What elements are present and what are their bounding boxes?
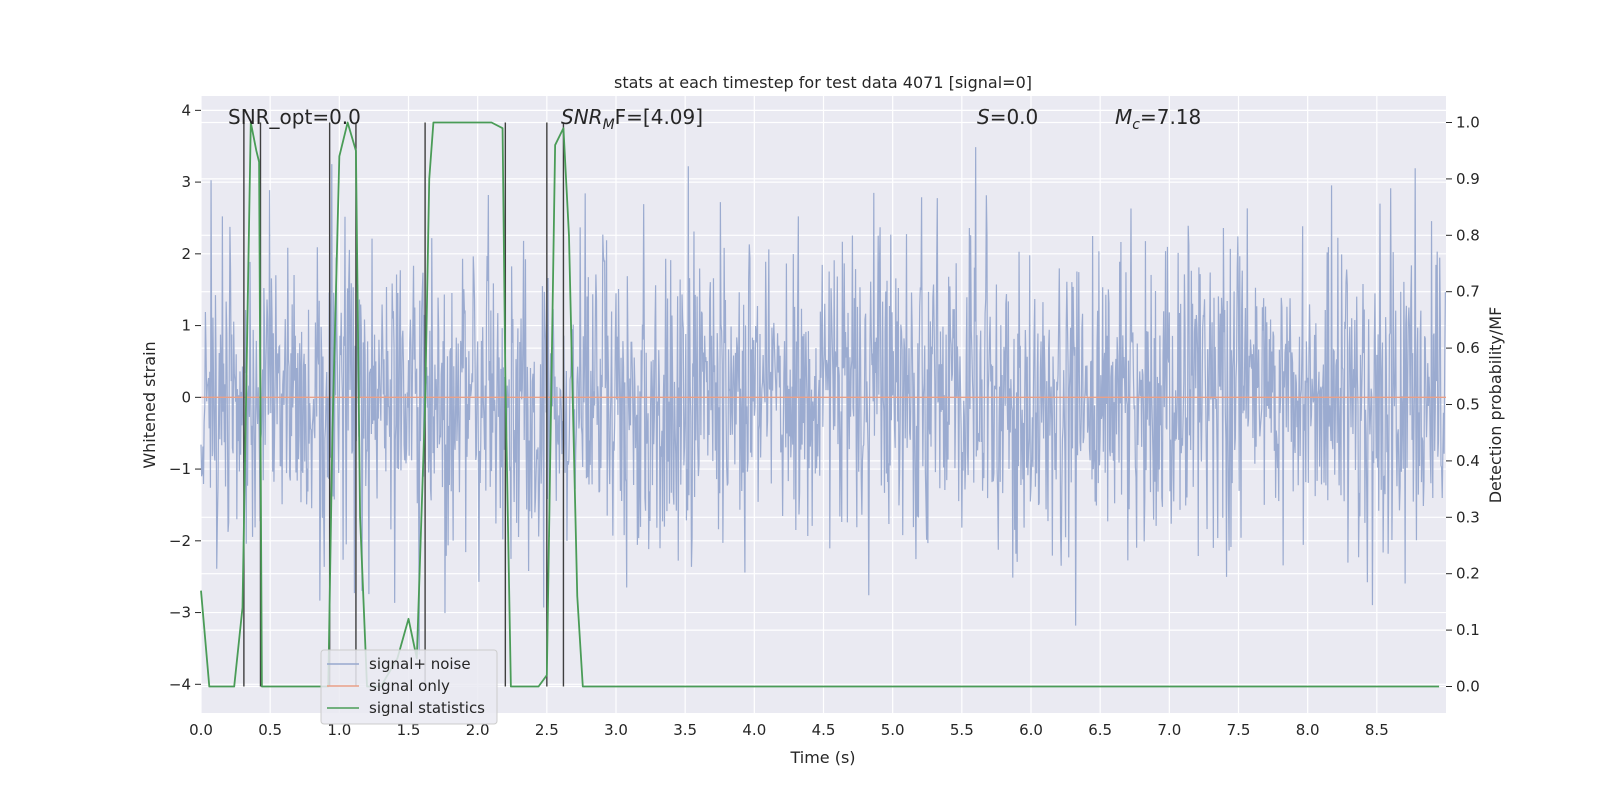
mc-sub: c bbox=[1132, 117, 1140, 133]
y-tick-label: −3 bbox=[169, 604, 191, 622]
y-tick-label: 1 bbox=[181, 317, 191, 335]
series-signal-statistics bbox=[200, 121, 1440, 688]
x-tick-labels: 0.0 0.5 1.0 1.5 2.0 2.5 3.0 3.5 4.0 4.5 5.0 5.5 6.0 6… bbox=[189, 721, 1389, 739]
snr-mf-sub: M bbox=[603, 117, 615, 133]
signal-plus-noise-line bbox=[200, 147, 1446, 655]
x-tick-label: 3.0 bbox=[604, 721, 628, 739]
y2-tick-label: 1.0 bbox=[1456, 114, 1480, 132]
mc-base: M bbox=[1115, 105, 1132, 129]
x-tick-label: 1.5 bbox=[397, 721, 421, 739]
y-tick-label: 2 bbox=[181, 245, 191, 263]
y-tick-labels: −4 −3 −2 −1 0 1 2 3 4 bbox=[169, 101, 201, 693]
annotation-snr-opt: SNR_opt=0.0 bbox=[228, 105, 361, 129]
x-tick-label: 0.5 bbox=[258, 721, 282, 739]
x-tick-label: 7.5 bbox=[1227, 721, 1251, 739]
x-axis-label: Time (s) bbox=[789, 748, 855, 767]
x-tick-label: 6.5 bbox=[1088, 721, 1112, 739]
x-tick-label: 4.0 bbox=[742, 721, 766, 739]
y-tick-label: 3 bbox=[181, 173, 191, 191]
annotation-s: S=0.0 bbox=[977, 105, 1038, 129]
chart-title: stats at each timestep for test data 407… bbox=[614, 73, 1032, 92]
x-tick-label: 6.0 bbox=[1019, 721, 1043, 739]
s-value: =0.0 bbox=[990, 105, 1039, 129]
y2-tick-label: 0.5 bbox=[1456, 396, 1480, 414]
x-tick-label: 4.5 bbox=[812, 721, 836, 739]
y-tick-label: −4 bbox=[169, 675, 191, 693]
y2-tick-label: 0.9 bbox=[1456, 170, 1480, 188]
x-tick-label: 2.5 bbox=[535, 721, 559, 739]
legend-box bbox=[320, 649, 498, 725]
x-tick-label: 2.0 bbox=[466, 721, 490, 739]
x-tick-label: 0.0 bbox=[189, 721, 213, 739]
y-tick-label: 4 bbox=[181, 101, 191, 119]
y2-axis-label: Detection probability/MF bbox=[1486, 307, 1505, 504]
y2-tick-label: 0.3 bbox=[1456, 508, 1480, 526]
x-tick-label: 5.0 bbox=[881, 721, 905, 739]
legend-label-signal-only: signal only bbox=[369, 677, 450, 695]
legend-label-signal-statistics: signal statistics bbox=[369, 699, 485, 717]
annotation-snr-mf: SNRMF=[4.09] bbox=[561, 105, 703, 133]
snr-mf-base: SNR bbox=[561, 105, 603, 129]
y2-tick-label: 0.0 bbox=[1456, 677, 1480, 695]
y2-tick-label: 0.1 bbox=[1456, 621, 1480, 639]
s-label: S bbox=[977, 105, 990, 129]
mc-value: =7.18 bbox=[1140, 105, 1201, 129]
y2-tick-label: 0.8 bbox=[1456, 226, 1480, 244]
x-tick-label: 5.5 bbox=[950, 721, 974, 739]
signal-statistics-line bbox=[200, 121, 1440, 688]
y-tick-label: 0 bbox=[181, 388, 191, 406]
annotation-mc: Mc=7.18 bbox=[1115, 105, 1201, 133]
x-tick-label: 1.0 bbox=[327, 721, 351, 739]
series-signal-plus-noise bbox=[200, 147, 1446, 655]
y-axis-label: Whitened strain bbox=[140, 341, 159, 468]
x-tick-label: 8.0 bbox=[1296, 721, 1320, 739]
snr-mf-rest: F=[4.09] bbox=[615, 105, 703, 129]
y2-tick-label: 0.6 bbox=[1456, 339, 1480, 357]
y-tick-label: −1 bbox=[169, 460, 191, 478]
x-tick-label: 3.5 bbox=[673, 721, 697, 739]
legend: signal+ noise signal only signal statist… bbox=[320, 649, 498, 725]
y2-tick-labels: 0.0 0.1 0.2 0.3 0.4 0.5 0.6 0.7 0.8 0.9 1.0 bbox=[1446, 114, 1480, 695]
x-tick-label: 8.5 bbox=[1365, 721, 1389, 739]
y2-tick-label: 0.7 bbox=[1456, 283, 1480, 301]
x-tick-label: 7.0 bbox=[1157, 721, 1181, 739]
y2-tick-label: 0.2 bbox=[1456, 565, 1480, 583]
legend-label-signal-plus-noise: signal+ noise bbox=[369, 655, 471, 673]
y2-tick-label: 0.4 bbox=[1456, 452, 1480, 470]
y-tick-label: −2 bbox=[169, 532, 191, 550]
